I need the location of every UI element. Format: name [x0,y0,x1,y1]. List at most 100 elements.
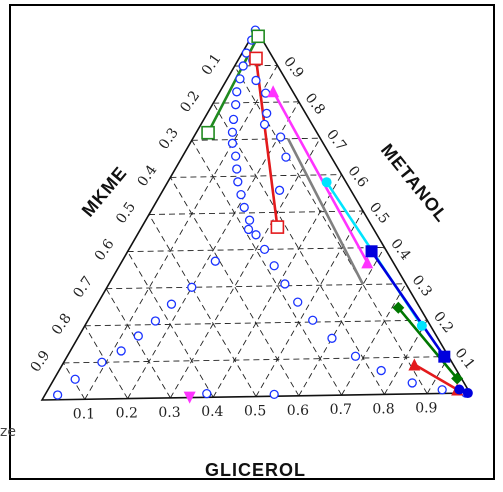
binodal-point [133,331,143,341]
binodal-point [238,61,248,71]
tie-marker [451,372,464,385]
grid-lines [63,64,449,400]
binodal-point [231,100,241,110]
binodal-point [269,389,279,400]
triangle-outline [40,27,472,401]
binodal-point [251,230,261,240]
binodal-point [407,378,417,388]
binodal-point [232,87,242,97]
binodal-point [150,316,161,326]
binodal-point [227,127,238,137]
grid-line [255,210,364,397]
tie-line [413,363,458,391]
binodal-point [262,108,272,118]
binodal-point [97,357,107,367]
cropped-text: ze [0,424,16,440]
triangle-border [40,27,472,401]
tick-label-bottom: 0.5 [244,404,266,420]
binodal-point [437,385,447,395]
tie-line [286,138,365,286]
tick-label-left: 0.7 [70,274,96,301]
grid-line [212,102,385,395]
tie-marker [462,388,473,399]
tie-marker [251,29,265,44]
grid-line [148,210,364,215]
tick-label-left: 0.9 [28,348,54,375]
binodal-point [228,114,239,125]
binodal-point [241,48,252,58]
binodal-point [269,261,279,271]
grid-line [148,214,257,397]
chart-frame [9,4,495,480]
binodal-point [52,390,63,400]
axis-title-glicerol: GLICEROL [205,460,306,480]
tick-label-left: 0.6 [92,236,118,263]
tie-line [254,58,279,228]
binodal-point [244,215,255,225]
grid-line [191,137,321,141]
binodal-point [116,346,126,356]
grid-line [341,283,407,396]
grid-line [191,140,342,396]
tie-marker [392,301,405,314]
binodal-point [166,299,177,309]
binodal-point [350,351,361,361]
binodal-point [235,74,245,84]
binodal-point [243,224,254,235]
grid-line [234,65,428,394]
binodal-point [227,138,238,148]
tick-label-left: 0.1 [199,51,225,78]
tie-line [370,250,446,358]
binodal-point [187,282,197,292]
binodal-point [236,189,246,200]
binodal-point [231,151,241,161]
tie-marker [361,256,374,269]
tick-label-bottom: 0.3 [158,405,180,421]
binodal-point [280,279,290,289]
tick-label-bottom: 0.6 [287,403,309,419]
binodal-point [293,297,303,307]
tick-label-left: 0.2 [177,88,203,115]
binodal-point [275,132,286,142]
tie-marker [201,125,215,140]
tick-label-left: 0.4 [135,162,161,189]
binodal-point [281,152,291,162]
binodal-point [308,315,318,325]
tie-marker [408,358,421,371]
binodal-point [251,75,261,86]
tick-label-left: 0.3 [156,125,182,152]
grid-line [170,177,300,397]
binodal-point [274,185,285,195]
grid-line [213,101,299,104]
binodal-point [327,333,337,343]
binodal-point [202,388,212,399]
tie-marker [183,391,196,404]
tie-marker [249,51,263,66]
binodal-point [239,202,249,213]
binodal-point [259,119,270,130]
tie-marker [454,384,465,395]
grid-line [127,251,214,398]
grid-line [105,288,171,399]
binodal-point [210,256,220,266]
tick-label-bottom: 0.1 [73,406,95,422]
tie-marker [321,177,332,188]
tick-label-bottom: 0.8 [372,401,394,417]
tick-label-bottom: 0.9 [415,401,437,417]
tick-label-left: 0.5 [113,199,139,226]
tie-marker [267,85,280,98]
tie-line [397,306,459,380]
data-points [52,25,473,404]
tick-label-bottom: 0.2 [116,406,138,422]
tie-marker [416,320,427,331]
grid-line [63,356,449,364]
tick-label-bottom: 0.7 [330,402,352,418]
tie-marker [438,350,451,363]
binodal-point [376,365,386,376]
binodal-point [232,164,242,174]
tick-label-left: 0.8 [49,311,75,338]
tie-marker [270,220,285,234]
tie-line [271,90,369,264]
binodal-point [70,374,80,384]
